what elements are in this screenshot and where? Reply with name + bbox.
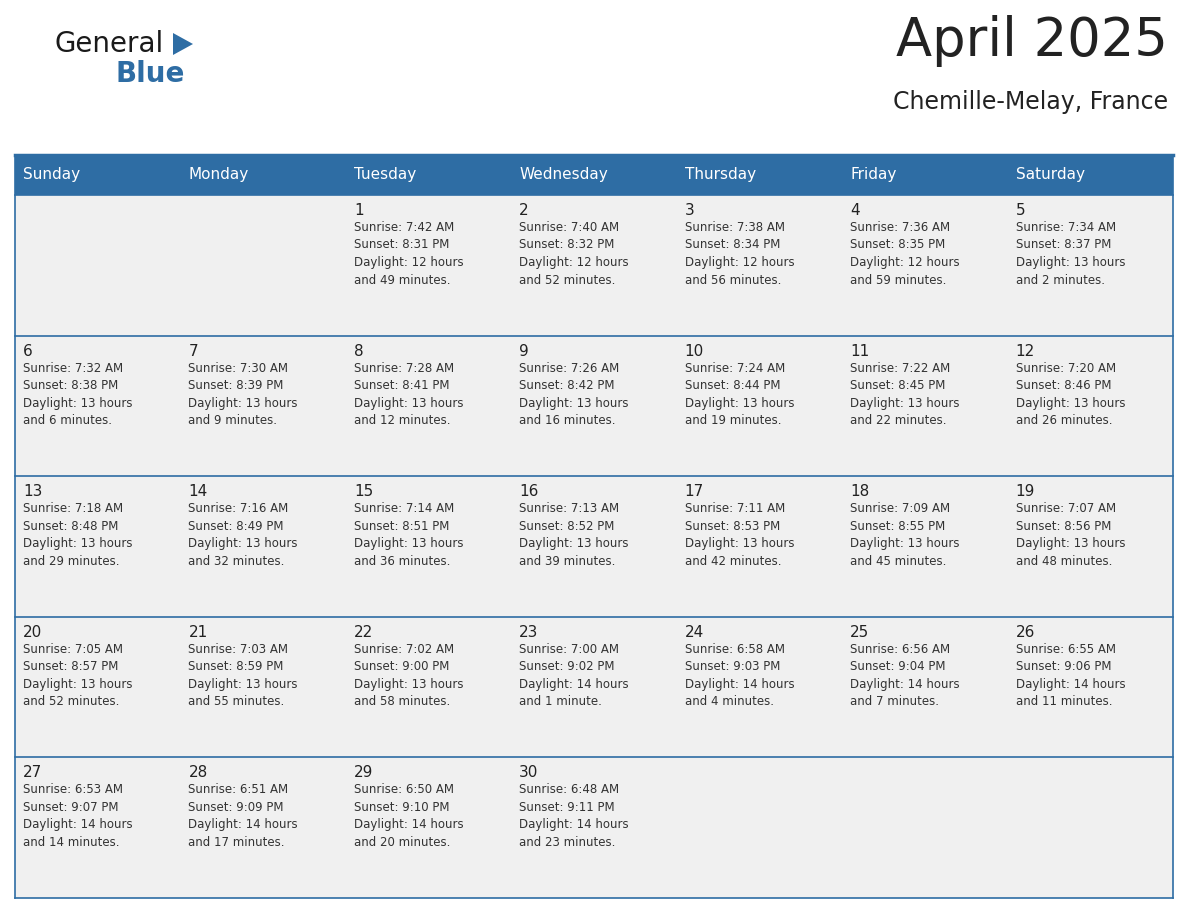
Text: Sunrise: 7:20 AM
Sunset: 8:46 PM
Daylight: 13 hours
and 26 minutes.: Sunrise: 7:20 AM Sunset: 8:46 PM Dayligh…: [1016, 362, 1125, 427]
Text: 29: 29: [354, 766, 373, 780]
Text: Sunrise: 6:58 AM
Sunset: 9:03 PM
Daylight: 14 hours
and 4 minutes.: Sunrise: 6:58 AM Sunset: 9:03 PM Dayligh…: [684, 643, 795, 709]
Text: 6: 6: [23, 343, 33, 359]
Text: Sunrise: 7:26 AM
Sunset: 8:42 PM
Daylight: 13 hours
and 16 minutes.: Sunrise: 7:26 AM Sunset: 8:42 PM Dayligh…: [519, 362, 628, 427]
Text: Sunrise: 6:51 AM
Sunset: 9:09 PM
Daylight: 14 hours
and 17 minutes.: Sunrise: 6:51 AM Sunset: 9:09 PM Dayligh…: [189, 783, 298, 849]
Text: Sunrise: 7:00 AM
Sunset: 9:02 PM
Daylight: 14 hours
and 1 minute.: Sunrise: 7:00 AM Sunset: 9:02 PM Dayligh…: [519, 643, 628, 709]
Text: 23: 23: [519, 625, 538, 640]
Text: 8: 8: [354, 343, 364, 359]
Text: 25: 25: [851, 625, 870, 640]
Text: 19: 19: [1016, 484, 1035, 499]
Text: Sunrise: 7:34 AM
Sunset: 8:37 PM
Daylight: 13 hours
and 2 minutes.: Sunrise: 7:34 AM Sunset: 8:37 PM Dayligh…: [1016, 221, 1125, 286]
Text: Sunrise: 7:07 AM
Sunset: 8:56 PM
Daylight: 13 hours
and 48 minutes.: Sunrise: 7:07 AM Sunset: 8:56 PM Dayligh…: [1016, 502, 1125, 567]
Text: 7: 7: [189, 343, 198, 359]
Text: Monday: Monday: [189, 167, 248, 183]
Text: 30: 30: [519, 766, 538, 780]
Text: Sunrise: 7:30 AM
Sunset: 8:39 PM
Daylight: 13 hours
and 9 minutes.: Sunrise: 7:30 AM Sunset: 8:39 PM Dayligh…: [189, 362, 298, 427]
Bar: [346, 155, 511, 195]
Text: 20: 20: [23, 625, 43, 640]
Text: Chemille-Melay, France: Chemille-Melay, France: [893, 90, 1168, 114]
Text: Sunrise: 7:02 AM
Sunset: 9:00 PM
Daylight: 13 hours
and 58 minutes.: Sunrise: 7:02 AM Sunset: 9:00 PM Dayligh…: [354, 643, 463, 709]
Text: General: General: [55, 30, 164, 58]
Text: Sunrise: 7:18 AM
Sunset: 8:48 PM
Daylight: 13 hours
and 29 minutes.: Sunrise: 7:18 AM Sunset: 8:48 PM Dayligh…: [23, 502, 133, 567]
Text: Sunrise: 6:50 AM
Sunset: 9:10 PM
Daylight: 14 hours
and 20 minutes.: Sunrise: 6:50 AM Sunset: 9:10 PM Dayligh…: [354, 783, 463, 849]
Text: Tuesday: Tuesday: [354, 167, 416, 183]
Bar: [15, 476, 1173, 617]
Bar: [15, 617, 1173, 757]
Text: Sunrise: 7:32 AM
Sunset: 8:38 PM
Daylight: 13 hours
and 6 minutes.: Sunrise: 7:32 AM Sunset: 8:38 PM Dayligh…: [23, 362, 133, 427]
Text: 15: 15: [354, 484, 373, 499]
Text: Friday: Friday: [851, 167, 897, 183]
Text: 24: 24: [684, 625, 704, 640]
Bar: [511, 155, 677, 195]
Text: 21: 21: [189, 625, 208, 640]
Text: Saturday: Saturday: [1016, 167, 1085, 183]
Text: 28: 28: [189, 766, 208, 780]
Text: Sunrise: 7:40 AM
Sunset: 8:32 PM
Daylight: 12 hours
and 52 minutes.: Sunrise: 7:40 AM Sunset: 8:32 PM Dayligh…: [519, 221, 628, 286]
Bar: [677, 155, 842, 195]
Text: Sunrise: 6:56 AM
Sunset: 9:04 PM
Daylight: 14 hours
and 7 minutes.: Sunrise: 6:56 AM Sunset: 9:04 PM Dayligh…: [851, 643, 960, 709]
Bar: [181, 155, 346, 195]
Text: 4: 4: [851, 203, 860, 218]
Text: 12: 12: [1016, 343, 1035, 359]
Text: 3: 3: [684, 203, 695, 218]
Bar: [15, 757, 1173, 898]
Bar: [15, 195, 1173, 336]
Text: Sunrise: 7:13 AM
Sunset: 8:52 PM
Daylight: 13 hours
and 39 minutes.: Sunrise: 7:13 AM Sunset: 8:52 PM Dayligh…: [519, 502, 628, 567]
Text: Sunrise: 7:14 AM
Sunset: 8:51 PM
Daylight: 13 hours
and 36 minutes.: Sunrise: 7:14 AM Sunset: 8:51 PM Dayligh…: [354, 502, 463, 567]
Text: Sunrise: 6:48 AM
Sunset: 9:11 PM
Daylight: 14 hours
and 23 minutes.: Sunrise: 6:48 AM Sunset: 9:11 PM Dayligh…: [519, 783, 628, 849]
Text: 2: 2: [519, 203, 529, 218]
Bar: [15, 336, 1173, 476]
Text: 5: 5: [1016, 203, 1025, 218]
Text: Sunday: Sunday: [23, 167, 80, 183]
Text: Sunrise: 7:09 AM
Sunset: 8:55 PM
Daylight: 13 hours
and 45 minutes.: Sunrise: 7:09 AM Sunset: 8:55 PM Dayligh…: [851, 502, 960, 567]
Polygon shape: [173, 33, 192, 55]
Text: 14: 14: [189, 484, 208, 499]
Text: 18: 18: [851, 484, 870, 499]
Text: Sunrise: 6:55 AM
Sunset: 9:06 PM
Daylight: 14 hours
and 11 minutes.: Sunrise: 6:55 AM Sunset: 9:06 PM Dayligh…: [1016, 643, 1125, 709]
Text: Blue: Blue: [115, 60, 184, 88]
Text: 11: 11: [851, 343, 870, 359]
Text: Sunrise: 7:22 AM
Sunset: 8:45 PM
Daylight: 13 hours
and 22 minutes.: Sunrise: 7:22 AM Sunset: 8:45 PM Dayligh…: [851, 362, 960, 427]
Text: Sunrise: 6:53 AM
Sunset: 9:07 PM
Daylight: 14 hours
and 14 minutes.: Sunrise: 6:53 AM Sunset: 9:07 PM Dayligh…: [23, 783, 133, 849]
Text: Sunrise: 7:24 AM
Sunset: 8:44 PM
Daylight: 13 hours
and 19 minutes.: Sunrise: 7:24 AM Sunset: 8:44 PM Dayligh…: [684, 362, 795, 427]
Text: Wednesday: Wednesday: [519, 167, 608, 183]
Text: 1: 1: [354, 203, 364, 218]
Text: Sunrise: 7:05 AM
Sunset: 8:57 PM
Daylight: 13 hours
and 52 minutes.: Sunrise: 7:05 AM Sunset: 8:57 PM Dayligh…: [23, 643, 133, 709]
Text: Sunrise: 7:16 AM
Sunset: 8:49 PM
Daylight: 13 hours
and 32 minutes.: Sunrise: 7:16 AM Sunset: 8:49 PM Dayligh…: [189, 502, 298, 567]
Bar: [842, 155, 1007, 195]
Text: 26: 26: [1016, 625, 1035, 640]
Text: 13: 13: [23, 484, 43, 499]
Bar: [1007, 155, 1173, 195]
Text: Sunrise: 7:28 AM
Sunset: 8:41 PM
Daylight: 13 hours
and 12 minutes.: Sunrise: 7:28 AM Sunset: 8:41 PM Dayligh…: [354, 362, 463, 427]
Bar: [15, 155, 181, 195]
Text: 27: 27: [23, 766, 43, 780]
Text: 10: 10: [684, 343, 704, 359]
Text: Sunrise: 7:03 AM
Sunset: 8:59 PM
Daylight: 13 hours
and 55 minutes.: Sunrise: 7:03 AM Sunset: 8:59 PM Dayligh…: [189, 643, 298, 709]
Text: Sunrise: 7:11 AM
Sunset: 8:53 PM
Daylight: 13 hours
and 42 minutes.: Sunrise: 7:11 AM Sunset: 8:53 PM Dayligh…: [684, 502, 795, 567]
Text: 22: 22: [354, 625, 373, 640]
Text: 16: 16: [519, 484, 538, 499]
Text: Thursday: Thursday: [684, 167, 756, 183]
Text: 9: 9: [519, 343, 529, 359]
Text: Sunrise: 7:36 AM
Sunset: 8:35 PM
Daylight: 12 hours
and 59 minutes.: Sunrise: 7:36 AM Sunset: 8:35 PM Dayligh…: [851, 221, 960, 286]
Text: Sunrise: 7:38 AM
Sunset: 8:34 PM
Daylight: 12 hours
and 56 minutes.: Sunrise: 7:38 AM Sunset: 8:34 PM Dayligh…: [684, 221, 795, 286]
Text: 17: 17: [684, 484, 704, 499]
Text: Sunrise: 7:42 AM
Sunset: 8:31 PM
Daylight: 12 hours
and 49 minutes.: Sunrise: 7:42 AM Sunset: 8:31 PM Dayligh…: [354, 221, 463, 286]
Text: April 2025: April 2025: [896, 15, 1168, 67]
